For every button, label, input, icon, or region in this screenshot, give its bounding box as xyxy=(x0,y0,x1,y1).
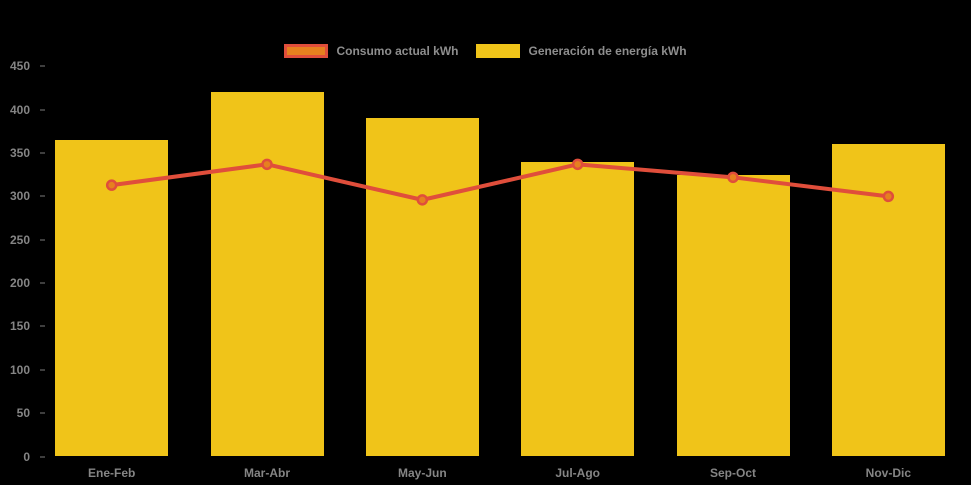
legend-label-consumo-actual: Consumo actual kWh xyxy=(336,44,459,58)
y-axis-tick-label-200: 200 xyxy=(9,276,30,291)
bar-sep-oct xyxy=(676,174,790,457)
chart-legend: Consumo actual kWh Generación de energía… xyxy=(0,44,971,58)
bar-nov-dic xyxy=(831,144,945,457)
y-axis-tick-mark xyxy=(40,65,45,68)
y-axis-tick-mark xyxy=(40,238,45,241)
y-axis-tick-mark xyxy=(40,412,45,415)
x-axis-label-sep-oct: Sep-Oct xyxy=(709,466,757,480)
y-axis-tick-mark xyxy=(40,282,45,285)
y-axis-tick-mark xyxy=(40,108,45,111)
x-axis-label-mar-abr: Mar-Abr xyxy=(243,466,291,480)
y-axis-tick-mark xyxy=(40,195,45,198)
bar-jul-ago xyxy=(521,161,635,457)
y-axis-tick-label-0: 0 xyxy=(23,449,30,464)
legend-item-consumo-actual[interactable]: Consumo actual kWh xyxy=(284,44,458,58)
y-axis-tick-mark xyxy=(40,325,45,328)
consumo-actual-swatch-icon xyxy=(284,44,329,58)
bar-may-jun xyxy=(365,118,479,457)
bar-ene-feb xyxy=(55,140,169,457)
y-axis-tick-label-250: 250 xyxy=(9,232,30,247)
bar-mar-abr xyxy=(210,92,324,457)
y-axis-tick-mark xyxy=(40,368,45,371)
legend-label-generacion-energia: Generación de energía kWh xyxy=(528,44,687,58)
y-axis-tick-label-350: 350 xyxy=(9,146,30,161)
x-axis-label-may-jun: May-Jun xyxy=(397,466,447,480)
x-axis-label-ene-feb: Ene-Feb xyxy=(87,466,136,480)
y-axis-tick-mark xyxy=(40,152,45,155)
y-axis-tick-label-300: 300 xyxy=(9,189,30,204)
y-axis-tick-mark xyxy=(40,455,45,458)
x-axis-label-nov-dic: Nov-Dic xyxy=(865,466,911,480)
y-axis-tick-label-400: 400 xyxy=(9,102,30,117)
generacion-energia-swatch-icon xyxy=(476,44,521,58)
y-axis-tick-label-150: 150 xyxy=(9,319,30,334)
x-axis-label-jul-ago: Jul-Ago xyxy=(555,466,600,480)
y-axis-tick-label-50: 50 xyxy=(16,406,30,421)
y-axis-tick-label-100: 100 xyxy=(9,362,30,377)
y-axis-tick-label-450: 450 xyxy=(9,59,30,74)
legend-item-generacion-energia[interactable]: Generación de energía kWh xyxy=(476,44,687,58)
